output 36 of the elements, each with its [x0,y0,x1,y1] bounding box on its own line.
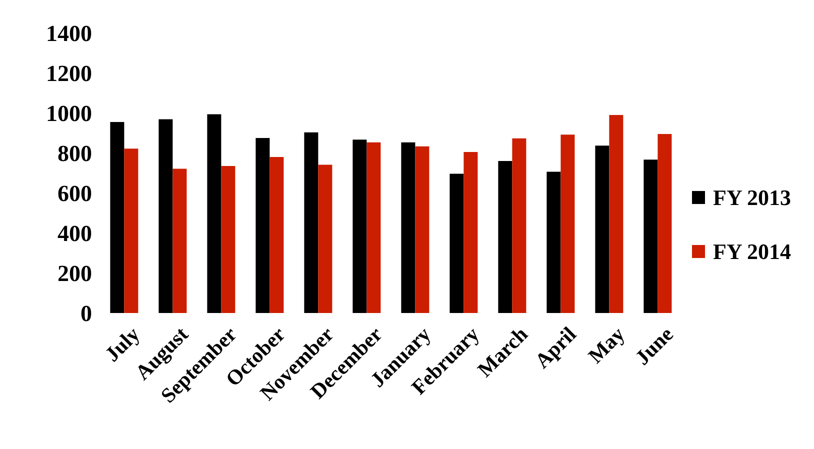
bar [644,160,658,313]
bar [352,140,367,313]
bar [512,138,526,313]
bar [546,172,561,313]
y-tick-label: 200 [58,261,92,286]
bar [270,157,284,313]
legend-label: FY 2014 [713,238,792,264]
bar [560,134,575,313]
y-tick-label: 1400 [46,21,92,46]
bar [110,122,124,313]
y-tick-label: 600 [58,181,92,206]
bar [158,119,173,313]
bar [609,115,624,313]
x-tick-label: June [630,322,678,370]
bar [221,166,236,313]
bar [304,132,318,313]
y-tick-label: 0 [80,301,92,326]
bar [256,138,270,313]
x-tick-label: May [583,322,630,368]
bar [498,161,512,313]
bar [464,152,478,313]
y-tick-label: 800 [58,141,92,166]
bar [415,146,430,313]
bar [401,142,416,313]
bar [318,164,332,313]
bar [450,174,464,313]
bar [595,146,610,313]
bar [124,148,138,313]
bar [207,114,222,313]
y-tick-label: 400 [58,221,92,246]
y-tick-label: 1000 [46,101,92,126]
y-tick-label: 1200 [46,61,92,86]
bar [172,168,187,313]
bar [658,134,672,313]
bar [366,142,381,313]
legend-label: FY 2013 [713,184,792,210]
